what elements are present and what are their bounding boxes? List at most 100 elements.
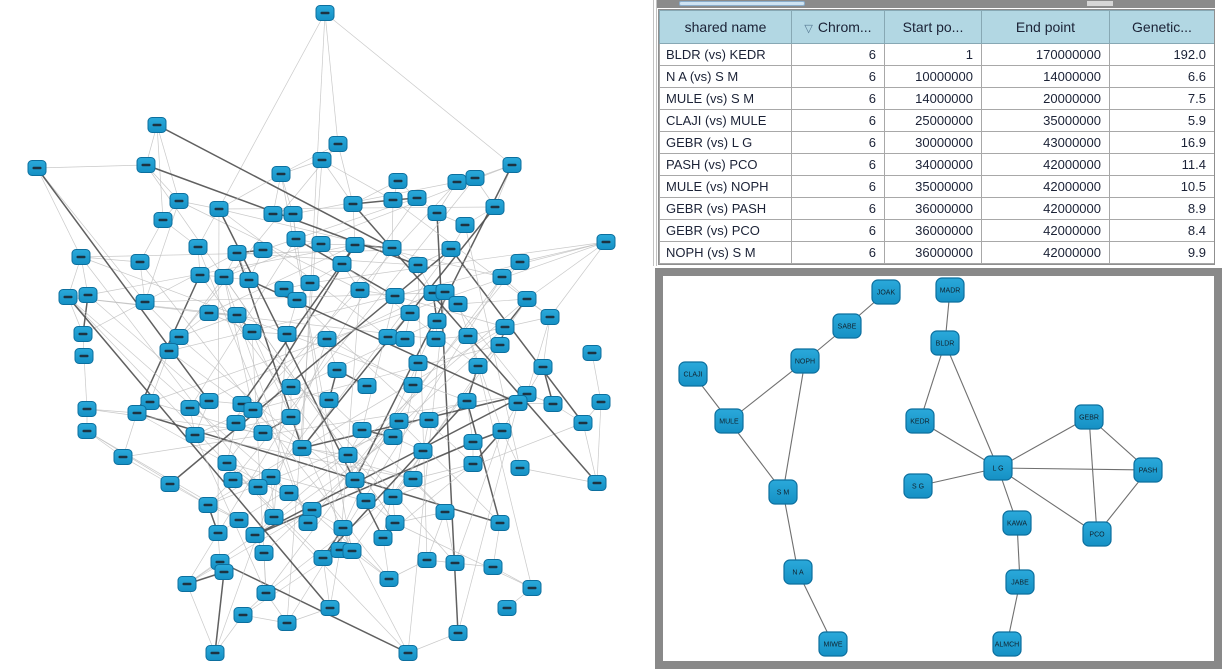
node[interactable] xyxy=(383,192,403,208)
main-network-view[interactable] xyxy=(0,0,653,669)
table-cell[interactable]: 11.4 xyxy=(1109,153,1214,176)
node-LG[interactable]: L G xyxy=(983,455,1013,481)
table-cell[interactable]: 6 xyxy=(791,87,885,110)
table-cell[interactable]: 6 xyxy=(791,197,885,220)
node[interactable] xyxy=(27,160,47,176)
node[interactable] xyxy=(448,625,468,641)
table-cell[interactable]: MULE (vs) NOPH xyxy=(659,175,792,198)
table-cell[interactable]: 6.6 xyxy=(1109,65,1214,88)
node[interactable] xyxy=(190,267,210,283)
node[interactable] xyxy=(573,415,593,431)
node[interactable] xyxy=(388,173,408,189)
table-cell[interactable]: 35000000 xyxy=(884,175,982,198)
dense-network-canvas[interactable] xyxy=(0,0,653,669)
table-tab[interactable] xyxy=(679,1,805,6)
table-row[interactable]: CLAJI (vs) MULE 6 25000000 35000000 5.9 xyxy=(659,109,1214,132)
table-cell[interactable]: 6 xyxy=(791,175,885,198)
edge-BLDR-KEDR[interactable] xyxy=(919,342,946,422)
node-CLAJI[interactable]: CLAJI xyxy=(678,361,708,387)
node[interactable] xyxy=(313,550,333,566)
table-row[interactable]: GEBR (vs) L G 6 30000000 43000000 16.9 xyxy=(659,131,1214,154)
node[interactable] xyxy=(342,543,362,559)
node[interactable] xyxy=(543,396,563,412)
node[interactable] xyxy=(490,337,510,353)
node[interactable] xyxy=(435,504,455,520)
node[interactable] xyxy=(455,217,475,233)
node[interactable] xyxy=(517,291,537,307)
node[interactable] xyxy=(413,443,433,459)
node[interactable] xyxy=(350,282,370,298)
node[interactable] xyxy=(315,5,335,21)
node[interactable] xyxy=(385,515,405,531)
node[interactable] xyxy=(540,309,560,325)
node-JOAK[interactable]: JOAK xyxy=(871,279,901,305)
table-cell[interactable]: 14000000 xyxy=(981,65,1110,88)
node[interactable] xyxy=(403,471,423,487)
panel-divider[interactable] xyxy=(653,0,657,266)
node[interactable] xyxy=(403,377,423,393)
node[interactable] xyxy=(591,394,611,410)
node[interactable] xyxy=(448,296,468,312)
table-cell[interactable]: 36000000 xyxy=(884,241,982,264)
node[interactable] xyxy=(277,326,297,342)
node[interactable] xyxy=(130,254,150,270)
table-cell[interactable]: 170000000 xyxy=(981,43,1110,66)
node[interactable] xyxy=(214,269,234,285)
node[interactable] xyxy=(245,527,265,543)
table-cell[interactable]: 42000000 xyxy=(981,241,1110,264)
table-cell[interactable]: 14000000 xyxy=(884,87,982,110)
node[interactable] xyxy=(77,423,97,439)
node-MIWE[interactable]: MIWE xyxy=(818,631,848,657)
edge-GEBR-PCO[interactable] xyxy=(1088,416,1098,535)
node[interactable] xyxy=(389,413,409,429)
node[interactable] xyxy=(385,288,405,304)
node[interactable] xyxy=(188,239,208,255)
node[interactable] xyxy=(492,269,512,285)
column-header-start-po---[interactable]: Start po... xyxy=(884,10,982,44)
node[interactable] xyxy=(199,305,219,321)
node[interactable] xyxy=(417,552,437,568)
node[interactable] xyxy=(281,379,301,395)
node[interactable] xyxy=(223,472,243,488)
node[interactable] xyxy=(497,600,517,616)
node[interactable] xyxy=(169,193,189,209)
node[interactable] xyxy=(502,157,522,173)
node[interactable] xyxy=(279,485,299,501)
node[interactable] xyxy=(510,254,530,270)
node-BLDR[interactable]: BLDR xyxy=(930,330,960,356)
node[interactable] xyxy=(74,348,94,364)
node[interactable] xyxy=(383,489,403,505)
node[interactable] xyxy=(379,571,399,587)
node[interactable] xyxy=(233,607,253,623)
node[interactable] xyxy=(136,157,156,173)
node[interactable] xyxy=(227,307,247,323)
overview-network-view[interactable]: JOAK MADR SABE BLDR NOPH CLAJI MULE KEDR GEBR L G… xyxy=(663,276,1214,661)
node[interactable] xyxy=(239,272,259,288)
node[interactable] xyxy=(352,422,372,438)
node[interactable] xyxy=(587,475,607,491)
node[interactable] xyxy=(140,394,160,410)
node[interactable] xyxy=(271,166,291,182)
table-cell[interactable]: 5.9 xyxy=(1109,109,1214,132)
node[interactable] xyxy=(435,284,455,300)
table-cell[interactable]: 34000000 xyxy=(884,153,982,176)
node[interactable] xyxy=(463,456,483,472)
node[interactable] xyxy=(214,564,234,580)
node[interactable] xyxy=(398,645,418,661)
node[interactable] xyxy=(113,449,133,465)
node[interactable] xyxy=(345,472,365,488)
table-cell[interactable]: GEBR (vs) PCO xyxy=(659,219,792,242)
node[interactable] xyxy=(253,425,273,441)
table-cell[interactable]: NOPH (vs) S M xyxy=(659,241,792,264)
node[interactable] xyxy=(208,525,228,541)
node-PASH[interactable]: PASH xyxy=(1133,457,1163,483)
filter-icon[interactable]: ▽ xyxy=(804,23,813,35)
node-KAWA[interactable]: KAWA xyxy=(1002,510,1032,536)
node[interactable] xyxy=(71,249,91,265)
edge-LG-PCO[interactable] xyxy=(997,467,1098,535)
table-row[interactable]: MULE (vs) NOPH 6 35000000 42000000 10.5 xyxy=(659,175,1214,198)
node[interactable] xyxy=(490,515,510,531)
node[interactable] xyxy=(427,313,447,329)
node-MADR[interactable]: MADR xyxy=(935,277,965,303)
table-cell[interactable]: 20000000 xyxy=(981,87,1110,110)
